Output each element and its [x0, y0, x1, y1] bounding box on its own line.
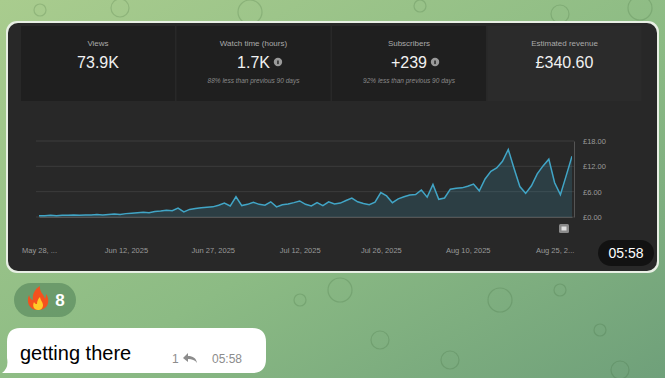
- reaction[interactable]: 8: [14, 283, 76, 317]
- y-tick: £12.00: [574, 162, 606, 171]
- doodle: [238, 0, 262, 24]
- reply-icon[interactable]: [183, 353, 197, 363]
- doodle: [294, 294, 306, 306]
- y-tick-label: £18.00: [583, 137, 606, 146]
- x-tick-label: Jun 27, 2025: [192, 246, 235, 255]
- stat-value: 73.9K: [77, 54, 119, 71]
- stat-label: Estimated revenue: [531, 39, 598, 48]
- flame-inner: [33, 297, 43, 310]
- info-icon: [274, 58, 282, 66]
- x-tick: Jun 12, 2025: [105, 217, 148, 255]
- doodle: [441, 351, 459, 369]
- y-tick-label: £6.00: [583, 188, 602, 197]
- page: Views 73.9K Watch time (hours) 1.7K 88% less…: [0, 0, 665, 378]
- info-icon-mark: [277, 61, 278, 65]
- image-frame: [8, 23, 657, 271]
- x-tick: May 28, ...: [22, 217, 57, 255]
- stat-label: Subscribers: [388, 39, 430, 48]
- stat-value: +239: [391, 54, 427, 71]
- x-tick: Jul 26, 2025: [361, 217, 402, 255]
- background: [0, 0, 665, 378]
- card-bg: [21, 26, 175, 101]
- doodle: [414, 0, 426, 12]
- stat-card: Estimated revenue £340.60: [488, 26, 642, 101]
- x-tick-label: Jul 12, 2025: [280, 246, 321, 255]
- chart-icon: [559, 224, 569, 233]
- x-axis-line: [40, 217, 573, 218]
- y-axis-line: [574, 142, 575, 218]
- grid: [36, 141, 574, 217]
- line-area: [39, 149, 572, 217]
- x-tick: Aug 25, 2...: [536, 217, 574, 255]
- message-text: getting there: [20, 342, 131, 364]
- image-time: 05:58: [608, 245, 643, 261]
- y-tick-label: £12.00: [583, 162, 606, 171]
- stat-card: Subscribers +239 92% less than previous 90…: [332, 26, 486, 101]
- plot-area: [39, 149, 572, 217]
- image-border: [6, 21, 659, 273]
- message: getting there 1 05:58: [2, 328, 266, 373]
- info-icon-mark: [434, 61, 435, 65]
- doodle: [111, 0, 129, 17]
- doodle: [611, 361, 629, 378]
- x-axis: May 28, ... Jun 12, 2025 Jun 27, 2025 Jul 1…: [22, 217, 574, 255]
- doodle: [34, 4, 46, 16]
- stat-card: Views 73.9K: [21, 26, 175, 101]
- message-bubble: [2, 328, 266, 373]
- x-tick-label: Jul 26, 2025: [361, 246, 402, 255]
- doodle: [628, 0, 652, 20]
- doodle: [594, 324, 606, 336]
- x-tick-label: Aug 10, 2025: [446, 246, 491, 255]
- chart-icon-inner: [562, 227, 567, 231]
- y-tick: £18.00: [574, 137, 606, 146]
- doodle: [371, 331, 389, 349]
- x-tick-label: May 28, ...: [22, 246, 57, 255]
- doodle: [551, 5, 569, 23]
- x-tick: Jul 12, 2025: [280, 217, 321, 255]
- grid-line: [36, 141, 574, 142]
- reaction-pill[interactable]: [14, 283, 76, 317]
- card-bg: [332, 26, 486, 101]
- stat-label: Views: [87, 39, 108, 48]
- card-bg: [488, 26, 642, 101]
- doodle: [488, 288, 512, 312]
- stat-label: Watch time (hours): [220, 39, 288, 48]
- reaction-count: 8: [55, 291, 64, 310]
- message-time: 05:58: [212, 352, 242, 366]
- info-icon: [431, 58, 439, 66]
- x-tick-label: Jun 12, 2025: [105, 246, 148, 255]
- y-tick-label: £0.00: [583, 213, 602, 222]
- flame-icon: [28, 286, 48, 310]
- y-tick: £0.00: [574, 213, 602, 222]
- stat-card: Watch time (hours) 1.7K 88% less than prev…: [177, 26, 331, 101]
- line: [39, 149, 572, 215]
- stat-value: 1.7K: [237, 54, 270, 71]
- time-badge: [598, 240, 654, 266]
- stat-note: 88% less than previous 90 days: [208, 77, 301, 85]
- x-tick: Jun 27, 2025: [192, 217, 235, 255]
- stat-note: 92% less than previous 90 days: [363, 77, 456, 85]
- y-tick: £6.00: [574, 188, 602, 197]
- card-bg: [177, 26, 331, 101]
- x-tick-label: Aug 25, 2...: [536, 246, 574, 255]
- y-axis: £0.00 £6.00 £12.00 £18.00: [574, 137, 606, 222]
- stat-value: £340.60: [536, 54, 594, 71]
- doodle: [328, 278, 352, 302]
- reply-count: 1: [172, 352, 179, 366]
- x-tick: Aug 10, 2025: [446, 217, 491, 255]
- doodle: [554, 284, 566, 296]
- grid-line: [36, 166, 574, 167]
